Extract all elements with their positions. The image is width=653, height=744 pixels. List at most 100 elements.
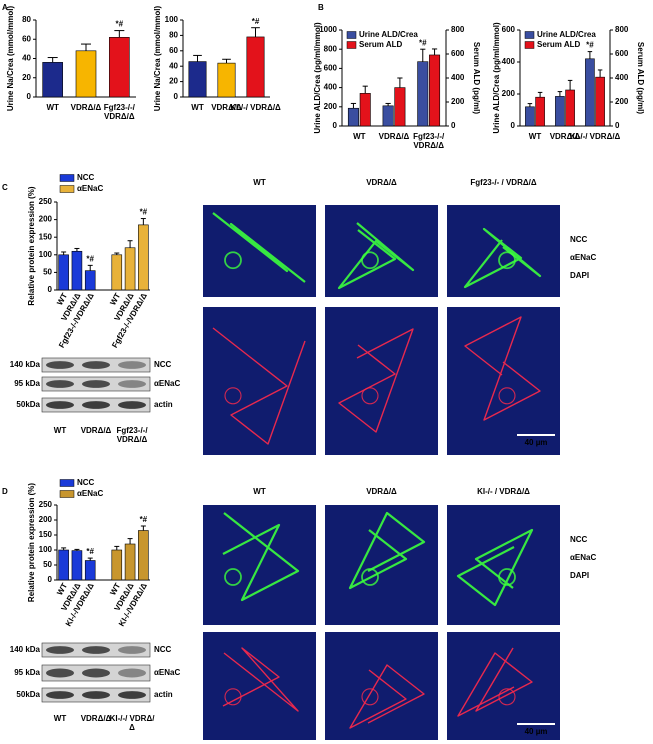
category-label-box: Fgf23-/-/ VDRΔ/Δ xyxy=(413,132,445,150)
stain-legend: DAPI xyxy=(570,571,589,580)
bar xyxy=(42,62,63,98)
bar xyxy=(535,96,545,127)
y-tick-label: 0 xyxy=(27,92,32,101)
x-tick-label: WT xyxy=(528,132,542,141)
significance-label: *# xyxy=(586,41,594,50)
stain xyxy=(463,227,542,289)
bar xyxy=(138,530,149,581)
band-label: actin xyxy=(154,400,173,409)
stain xyxy=(224,688,242,706)
significance-label: *# xyxy=(140,208,148,217)
band-label: NCC xyxy=(154,645,172,654)
legend-label: αENaC xyxy=(77,184,103,193)
y-tick-label: 80 xyxy=(169,31,178,40)
category-label-box: KI-/-/ VDRΔ/Δ xyxy=(230,103,281,112)
column-label: VDRΔ/Δ xyxy=(366,178,397,187)
stain xyxy=(337,222,415,290)
stain xyxy=(498,387,516,405)
stain xyxy=(361,251,379,270)
bar xyxy=(58,549,69,581)
category-label-box: KI-/-/ VDRΔ/Δ xyxy=(110,714,155,732)
y2-tick-label: 800 xyxy=(451,25,465,34)
y-tick-label: 250 xyxy=(39,500,53,509)
y-axis-label: Relative protein expression (%) xyxy=(27,483,36,602)
bar xyxy=(124,543,136,581)
legend-swatch xyxy=(346,31,357,39)
scale-label: 40 µm xyxy=(525,438,548,447)
stain-legend: DAPI xyxy=(570,271,589,280)
y2-tick-label: 200 xyxy=(615,97,629,106)
y-tick-label: 250 xyxy=(39,197,53,206)
y-tick-label: 20 xyxy=(22,73,31,82)
x-tick-label: WT xyxy=(53,426,67,435)
blot-band xyxy=(118,668,146,678)
stain xyxy=(456,528,534,607)
bar xyxy=(71,550,83,581)
category-label-box: VDRΔ/Δ xyxy=(70,103,102,112)
y-tick-label: 0 xyxy=(48,575,53,584)
stain xyxy=(498,568,516,586)
bar xyxy=(585,58,595,127)
bar xyxy=(382,105,394,127)
stain xyxy=(457,647,533,717)
x-tick-label: Fgf23-/-/ VDRΔ/Δ xyxy=(103,103,135,121)
blot-band xyxy=(46,668,74,678)
stain xyxy=(361,688,379,706)
x-tick-label: VDRΔ/Δ xyxy=(549,132,581,141)
category-label-box: Fgf23-/-/ VDRΔ/Δ xyxy=(103,103,135,121)
category-label-box: WT xyxy=(54,714,66,723)
category-label-box: WT xyxy=(528,132,542,141)
x-tick-label: Fgf23-/-/ VDRΔ/Δ xyxy=(413,132,445,150)
y-tick-label: 100 xyxy=(39,545,53,554)
y-tick-label: 200 xyxy=(39,215,53,224)
y2-tick-label: 0 xyxy=(451,121,456,130)
significance-label: *# xyxy=(140,515,148,524)
stain xyxy=(224,251,242,270)
x-tick-label: VDRΔ/Δ xyxy=(70,103,102,112)
stain-legend: NCC xyxy=(570,535,588,544)
legend-label: αENaC xyxy=(77,489,103,498)
blot-band xyxy=(82,361,110,369)
blot-band xyxy=(118,691,146,699)
category-label-box: VDRΔ/Δ xyxy=(80,426,112,435)
y2-tick-label: 200 xyxy=(451,97,465,106)
y2-axis-label: Serum ALD (pg/ml) xyxy=(472,42,481,114)
y-tick-label: 1000 xyxy=(319,25,337,34)
y2-tick-label: 600 xyxy=(615,49,629,58)
legend-swatch xyxy=(59,185,75,193)
blot-band xyxy=(82,380,110,388)
category-label-box: VDRΔ/Δ xyxy=(379,132,410,141)
blot-band xyxy=(46,380,74,388)
x-tick-label: VDRΔ/Δ xyxy=(80,714,112,723)
y-tick-label: 0 xyxy=(174,92,179,101)
y-tick-label: 400 xyxy=(502,57,516,66)
significance-label: *# xyxy=(252,17,260,26)
y-tick-label: 50 xyxy=(43,268,52,277)
column-label: VDRΔ/Δ xyxy=(366,487,397,496)
x-tick-label: Fgf23-/-/ VDRΔ/Δ xyxy=(116,426,148,444)
y-tick-label: 80 xyxy=(22,15,31,24)
stain-legend: αENaC xyxy=(570,553,596,562)
panel-label: B xyxy=(318,3,324,12)
stain xyxy=(498,251,516,270)
bar xyxy=(565,89,575,127)
bar xyxy=(595,76,605,127)
y2-tick-label: 800 xyxy=(615,25,629,34)
x-tick-label: WT xyxy=(353,132,366,141)
micrograph xyxy=(203,632,316,740)
y2-tick-label: 400 xyxy=(615,73,629,82)
blot-band xyxy=(118,646,146,654)
blot-band xyxy=(82,691,110,699)
bar xyxy=(71,250,83,291)
bar xyxy=(124,247,136,291)
x-tick-label: VDRΔ/Δ xyxy=(80,426,112,435)
panel-label: C xyxy=(2,183,8,192)
column-label: WT xyxy=(253,487,266,496)
bar xyxy=(246,36,265,98)
y-tick-label: 200 xyxy=(324,102,338,111)
bar xyxy=(111,549,123,581)
y-tick-label: 400 xyxy=(324,83,338,92)
bar xyxy=(417,61,429,127)
y-tick-label: 0 xyxy=(48,285,53,294)
scale-label: 40 µm xyxy=(525,727,548,736)
